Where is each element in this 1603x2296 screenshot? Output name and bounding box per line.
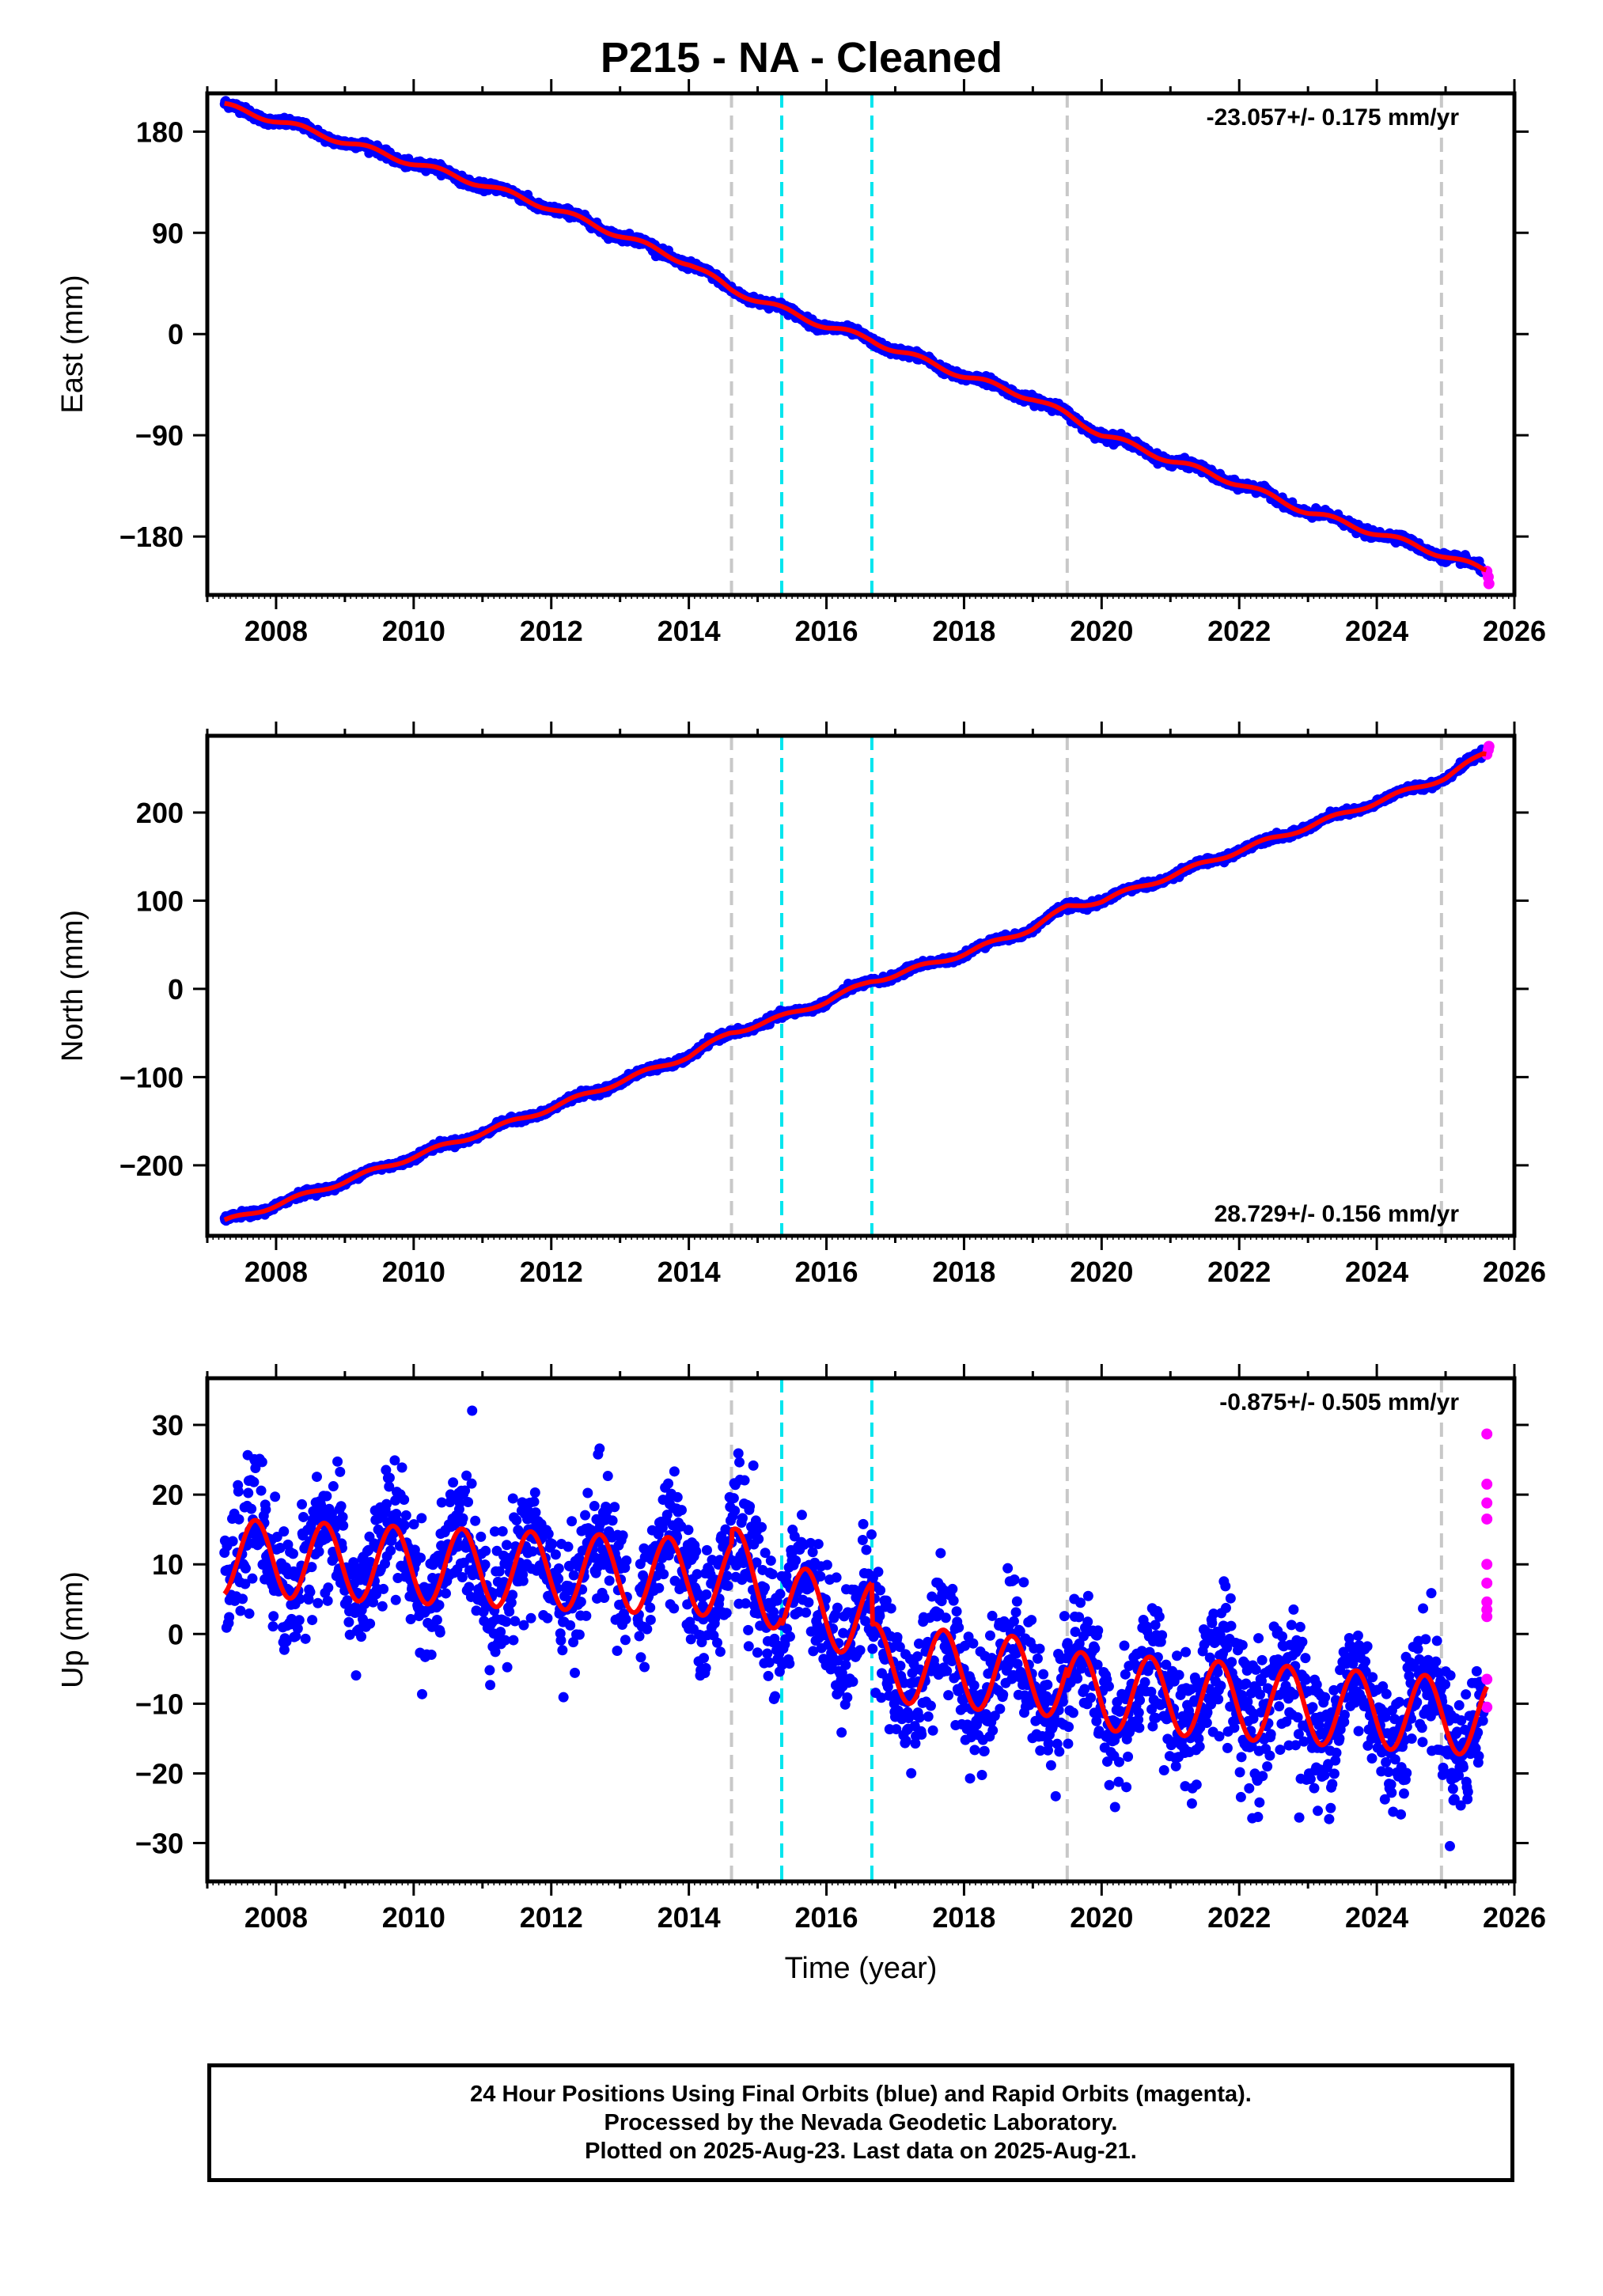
chart-title: P215 - NA - Cleaned	[600, 34, 1003, 81]
y-axis-title: East (mm)	[56, 275, 89, 413]
final-orbits-points	[219, 96, 1488, 578]
y-tick-label: 90	[152, 217, 184, 249]
rapid-point	[1483, 578, 1495, 589]
north-panel: 2008 2010 2012 2014 2016 2018 2020 2022 2024 2026…	[56, 722, 1546, 1288]
x-tick-label: 2014	[657, 615, 721, 647]
x-tick-label: 2022	[1207, 615, 1271, 647]
velocity-label: -23.057+/- 0.175 mm/yr	[1207, 104, 1460, 131]
plot-area	[219, 741, 1495, 1226]
x-tick-label: 2010	[382, 615, 445, 647]
x-tick-label: 2008	[244, 615, 308, 647]
y-tick-label: −180	[119, 521, 184, 553]
x-tick-label: 2020	[1070, 615, 1133, 647]
x-tick-label: 2012	[520, 615, 583, 647]
plot-area	[219, 96, 1495, 589]
y-tick-label: −90	[135, 419, 184, 452]
x-tick-label: 2026	[1483, 615, 1546, 647]
x-tick-label: 2018	[932, 615, 995, 647]
x-tick-label: 2016	[794, 615, 858, 647]
east-panel: 2008 2010 2012 2014 2016 2018 2020 2022 2024 2026…	[56, 79, 1546, 647]
y-tick-label: 0	[168, 318, 184, 350]
y-tick-label: 180	[136, 116, 184, 148]
x-tick-label: 2024	[1345, 615, 1408, 647]
